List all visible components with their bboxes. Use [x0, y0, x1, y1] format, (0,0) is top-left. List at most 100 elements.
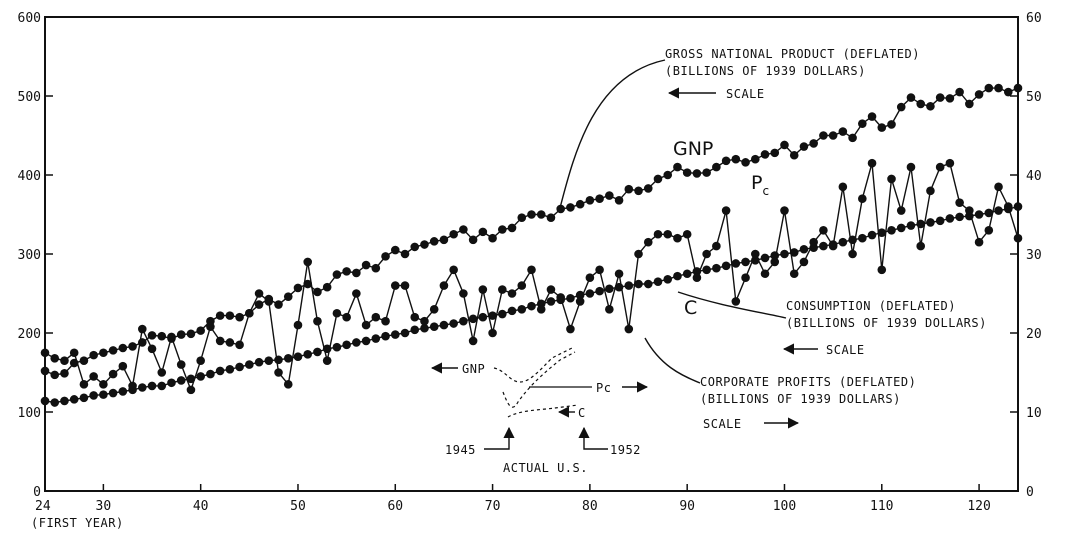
gnp-data-point [848, 133, 857, 143]
c-data-point [429, 322, 439, 331]
pc-data-point [235, 340, 244, 350]
c-data-point [789, 248, 799, 257]
pc-data-point [692, 273, 702, 283]
c-data-point [994, 206, 1003, 215]
pc-data-point [313, 316, 322, 326]
cons-title-line-2: (BILLIONS OF 1939 DOLLARS) [786, 316, 987, 330]
pc-data-point [848, 249, 857, 259]
pc-data-point [1013, 233, 1023, 243]
pc-data-point [478, 285, 488, 294]
c-data-point [799, 244, 809, 254]
gnp-data-point [809, 139, 818, 148]
cons-title-line-1: CONSUMPTION (DEFLATED) [786, 299, 956, 313]
c-data-point [702, 265, 711, 275]
gnp-data-point [585, 195, 595, 205]
c-leader-line [677, 291, 787, 319]
gnp-data-point [449, 229, 458, 239]
pc-data-point [517, 281, 527, 290]
c-data-point [89, 391, 98, 400]
gnp-scale-label: SCALE [726, 87, 765, 101]
pc-data-point [624, 324, 634, 334]
c-data-point [974, 210, 984, 219]
c-data-point [215, 366, 225, 376]
c-data-point [643, 279, 653, 289]
pc-data-point [429, 305, 439, 314]
gnp-data-point [225, 311, 235, 320]
pc-data-point [254, 289, 264, 298]
gnp-data-point [332, 270, 342, 279]
c-data-point [867, 230, 877, 240]
gnp-data-point [906, 93, 916, 102]
pc-data-point [361, 320, 371, 330]
gnp-data-point [439, 235, 449, 245]
c-data-point [118, 387, 128, 396]
inset-1952-label: 1952 [610, 443, 641, 457]
gnp-data-point [410, 242, 420, 252]
annotation-lines [559, 59, 818, 429]
gnp-data-point [459, 225, 468, 234]
pc-data-point [770, 257, 780, 267]
pc-data-point [108, 369, 118, 379]
gnp-data-point [634, 186, 643, 196]
gnp-data-point [196, 326, 205, 335]
pc-series-label: Pc [751, 172, 769, 198]
pc-data-point [809, 237, 818, 247]
x-tick-label: 70 [485, 499, 501, 514]
gnp-leader-line [559, 59, 666, 209]
gnp-title-line-2: (BILLIONS OF 1939 DOLLARS) [665, 64, 866, 78]
c-data-point [99, 390, 108, 399]
y-left-tick-label: 0 [33, 485, 41, 500]
pc-data-point [303, 257, 313, 267]
pc-main: P [751, 172, 762, 194]
pc-data-point [731, 297, 741, 306]
c-data-point [371, 334, 381, 343]
gnp-data-point [605, 191, 614, 200]
pc-data-point [400, 281, 410, 290]
pc-data-point [575, 297, 585, 306]
c-data-point [760, 253, 770, 263]
y-left-tick-label: 500 [18, 90, 41, 105]
gnp-data-point [955, 87, 964, 97]
y-left-tick-label: 400 [18, 169, 41, 184]
gnp-data-point [877, 123, 887, 132]
pc-data-point [283, 380, 293, 389]
pc-data-point [906, 162, 916, 172]
c-data-point [712, 263, 721, 273]
gnp-data-point [984, 83, 994, 93]
c-data-point [381, 331, 390, 341]
pc-data-point [556, 293, 565, 302]
x-tick-label: 50 [290, 499, 306, 514]
pc-data-point [60, 356, 69, 365]
c-data-point [731, 259, 741, 268]
pc-data-point [352, 289, 361, 298]
c-data-point [60, 396, 69, 406]
gnp-data-point [926, 101, 935, 111]
c-data-point [858, 233, 867, 243]
gnp-data-point [653, 174, 663, 184]
gnp-data-point [118, 343, 128, 353]
c-data-point [138, 383, 147, 392]
c-data-point [682, 269, 692, 279]
c-data-point [332, 342, 342, 352]
gnp-data-point [916, 99, 925, 109]
pc-data-point [322, 356, 332, 365]
gnp-data-point [79, 356, 89, 365]
y-left-tick-label: 300 [18, 248, 41, 263]
gnp-data-point [692, 169, 702, 178]
gnp-data-point [624, 184, 634, 194]
gnp-data-point [60, 368, 69, 378]
c-data-point [50, 398, 60, 407]
gnp-data-point [1003, 87, 1013, 97]
c-series-label: C [684, 297, 697, 319]
gnp-data-point [789, 150, 799, 160]
c-data-point [653, 277, 663, 286]
y-right-tick-label: 50 [1026, 90, 1042, 105]
inset-gnp-curve [493, 347, 573, 383]
c-data-point [780, 249, 789, 259]
y-left-tick-label: 100 [18, 406, 41, 421]
gnp-data-point [517, 213, 527, 222]
gnp-series-label: GNP [673, 138, 713, 160]
pc-data-point [634, 249, 643, 259]
gnp-data-point [750, 154, 760, 164]
gnp-data-point [274, 300, 283, 309]
